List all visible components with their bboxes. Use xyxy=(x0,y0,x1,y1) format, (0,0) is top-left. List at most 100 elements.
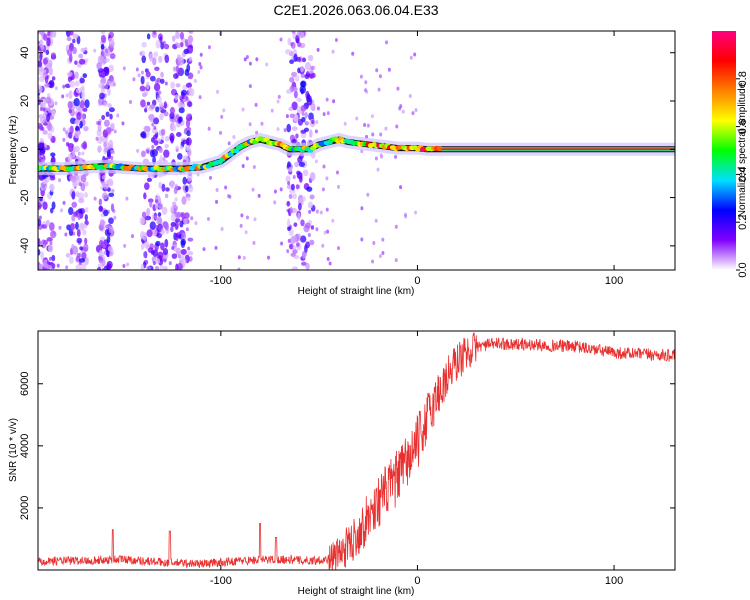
noise-blob xyxy=(304,121,309,126)
noise-blob xyxy=(298,161,306,168)
noise-blob xyxy=(78,53,84,59)
noise-blob xyxy=(182,84,188,91)
noise-blob xyxy=(185,82,192,88)
noise-blob xyxy=(107,246,113,252)
noise-blob xyxy=(305,262,310,270)
noise-blob xyxy=(162,247,169,256)
noise-blob xyxy=(395,124,399,129)
noise-blob xyxy=(149,104,156,109)
noise-blob xyxy=(325,97,329,102)
spectrogram-x-tick-label: -100 xyxy=(210,275,232,287)
noise-blob xyxy=(184,68,190,77)
noise-blob xyxy=(101,77,107,83)
noise-blob xyxy=(38,141,45,151)
noise-blob xyxy=(68,207,74,216)
noise-blob xyxy=(186,219,190,224)
noise-blob xyxy=(183,218,188,225)
noise-blob xyxy=(177,101,184,108)
noise-blob xyxy=(140,75,145,85)
noise-blob xyxy=(79,246,84,251)
noise-blob xyxy=(43,33,48,41)
snr-panel: -100 0 100 2000 4000 6000 Height of straight… xyxy=(8,330,676,597)
noise-blob xyxy=(96,62,102,70)
noise-blob xyxy=(99,92,105,100)
noise-blob xyxy=(160,71,164,78)
noise-blob xyxy=(290,183,295,191)
noise-blob xyxy=(197,70,201,75)
noise-blob xyxy=(171,253,178,259)
noise-blob xyxy=(289,59,295,65)
noise-blob xyxy=(145,81,150,90)
noise-blob xyxy=(65,253,71,258)
noise-blob xyxy=(108,77,114,82)
noise-blob xyxy=(336,184,340,189)
noise-blob xyxy=(77,208,83,214)
noise-blob xyxy=(68,108,73,114)
noise-blob xyxy=(81,151,85,156)
spectrogram-frame xyxy=(37,30,676,271)
noise-blob xyxy=(267,255,271,260)
noise-blob xyxy=(163,43,170,50)
noise-blob xyxy=(304,111,308,119)
noise-blob xyxy=(81,223,88,229)
noise-blob xyxy=(326,111,330,116)
noise-blob xyxy=(156,216,163,226)
noise-blob xyxy=(179,31,185,40)
noise-blob xyxy=(323,230,327,235)
noise-blob xyxy=(279,187,283,192)
noise-blob xyxy=(109,122,115,129)
noise-blob xyxy=(331,218,335,223)
noise-blob xyxy=(161,206,168,215)
snr-y-tick-label: 4000 xyxy=(19,434,31,458)
noise-blob xyxy=(41,224,48,229)
noise-blob xyxy=(243,57,247,62)
colorbar-label: Normalized spectral amplitude xyxy=(737,82,748,217)
noise-blob xyxy=(158,181,162,189)
noise-blob xyxy=(141,55,147,64)
noise-blob xyxy=(286,123,292,133)
noise-blob xyxy=(79,182,83,187)
noise-blob xyxy=(304,222,311,229)
noise-blob xyxy=(108,37,115,44)
noise-blob xyxy=(186,113,191,119)
noise-blob xyxy=(409,55,413,60)
noise-blob xyxy=(147,247,154,253)
noise-blob xyxy=(187,237,194,242)
noise-blob xyxy=(95,136,99,141)
noise-blob xyxy=(336,246,340,251)
noise-blob xyxy=(75,125,79,132)
noise-blob xyxy=(248,122,252,127)
noise-blob xyxy=(164,143,169,149)
noise-blob xyxy=(149,200,153,208)
noise-blob xyxy=(140,230,145,240)
noise-blob xyxy=(48,66,53,76)
noise-blob xyxy=(79,77,85,84)
noise-blob xyxy=(75,264,81,270)
noise-blob xyxy=(215,199,219,204)
snr-x-tick-label: 100 xyxy=(605,575,623,587)
noise-blob xyxy=(113,82,117,87)
noise-blob xyxy=(307,54,314,62)
noise-blob xyxy=(170,226,174,233)
noise-blob xyxy=(343,121,347,126)
noise-blob xyxy=(174,94,179,101)
colorbar-gradient xyxy=(712,31,736,270)
noise-blob xyxy=(104,84,109,90)
colorbar-tick-label: 0.0 xyxy=(737,262,749,277)
noise-blob xyxy=(316,106,320,111)
noise-blob xyxy=(80,113,86,119)
noise-blob xyxy=(364,80,368,85)
noise-blob xyxy=(257,193,261,198)
noise-blob xyxy=(311,119,315,124)
noise-blob xyxy=(301,261,307,266)
noise-blob xyxy=(103,141,107,148)
noise-blob xyxy=(145,71,151,78)
noise-blob xyxy=(184,185,189,193)
noise-blob xyxy=(180,89,187,96)
spectrogram-x-axis-label: Height of straight line (km) xyxy=(298,286,415,297)
noise-blob xyxy=(363,122,367,127)
noise-blob xyxy=(46,113,51,123)
noise-blob xyxy=(49,223,54,232)
noise-blob xyxy=(328,261,332,266)
